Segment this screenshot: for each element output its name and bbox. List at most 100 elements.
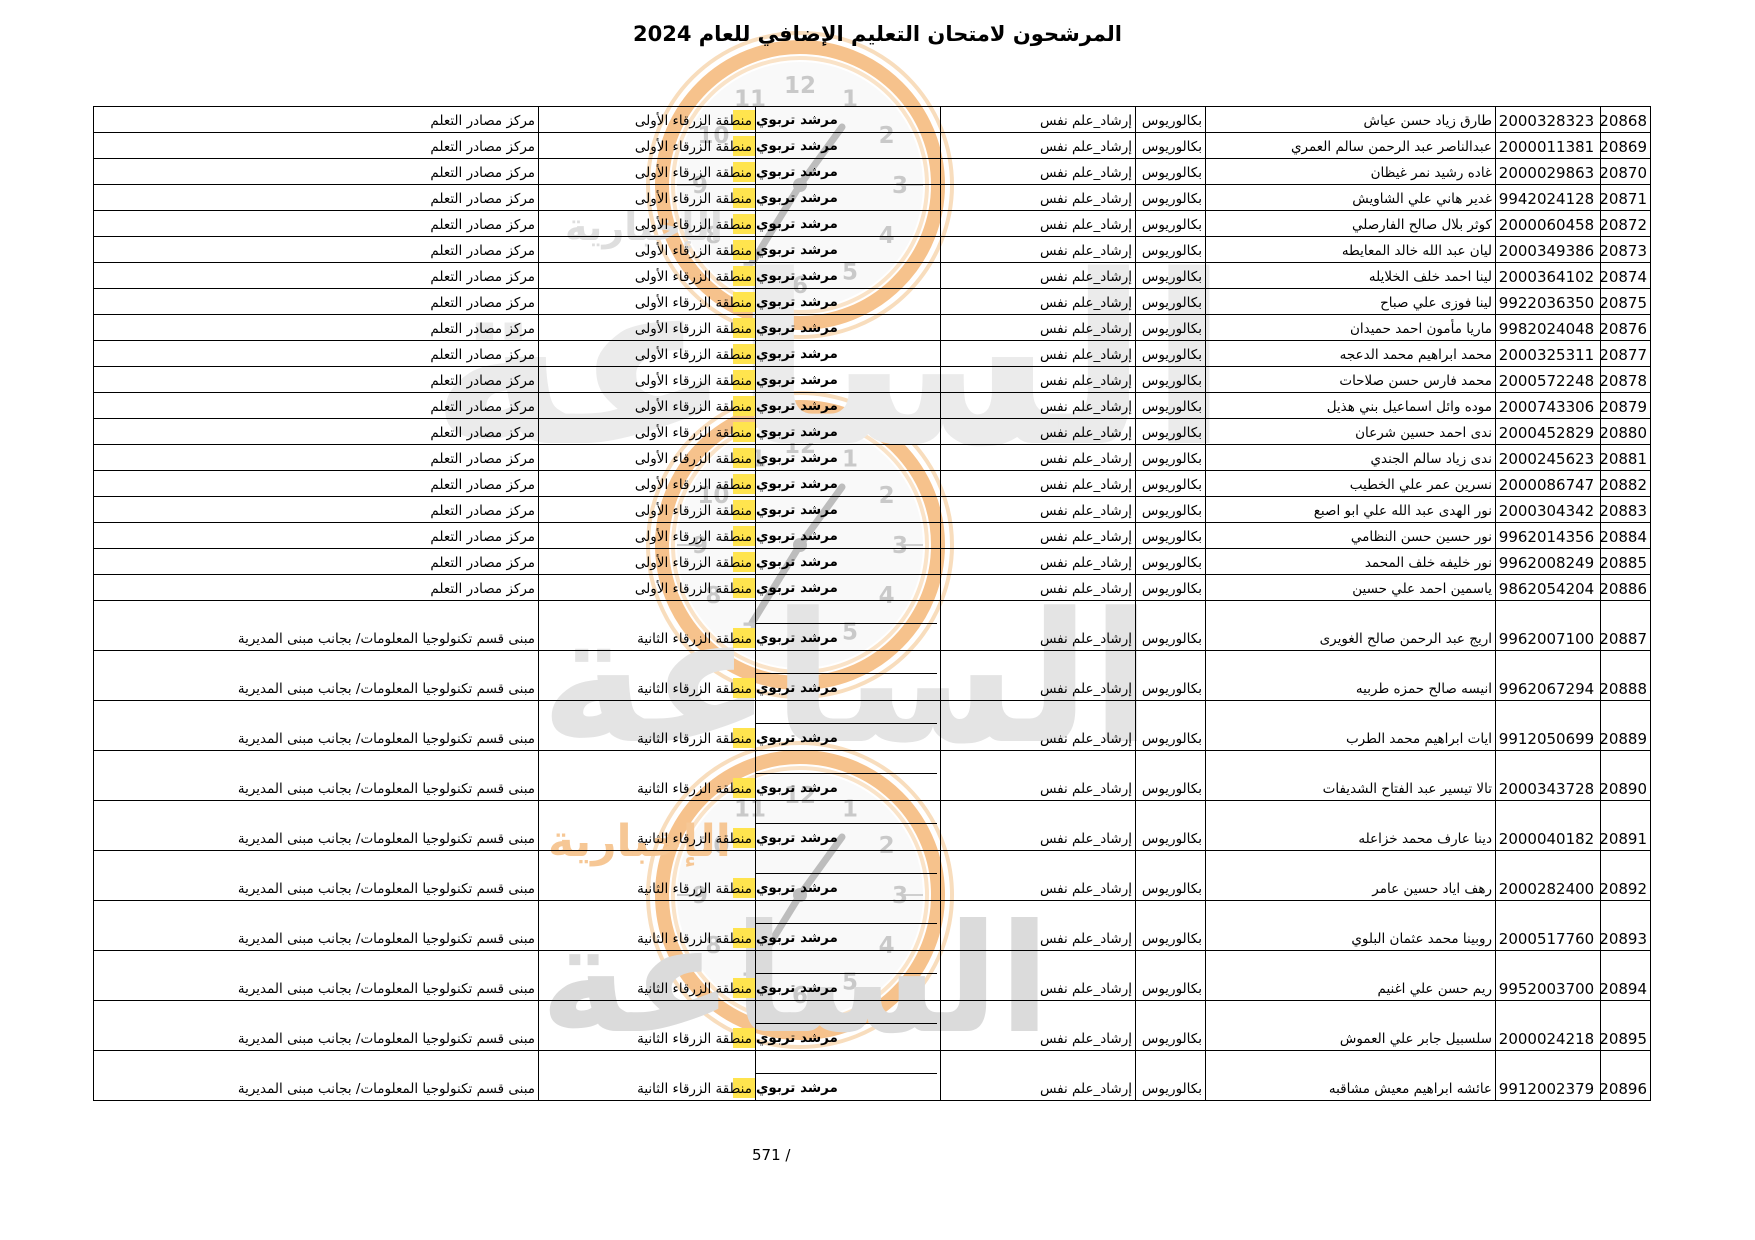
cell-specialization: إرشاد_علم نفس — [940, 106, 1136, 133]
position-label: مرشد تربوي — [756, 268, 838, 285]
position-label: مرشد تربوي — [756, 730, 838, 747]
page-title: المرشحون لامتحان التعليم الإضافي للعام 2… — [633, 22, 1122, 46]
region-label: منطقة الزرقاء الأولى — [634, 347, 752, 364]
table-row: 20883 2000304342 نور الهدى عبد الله علي اب… — [93, 496, 1651, 523]
table-row: 20886 9862054204 ياسمين احمد علي حسين بكالو… — [93, 574, 1651, 601]
yellow-highlight-mark — [733, 828, 755, 848]
cell-region: منطقة الزرقاء الأولى — [538, 210, 756, 237]
yellow-highlight-mark — [733, 728, 755, 748]
yellow-highlight-mark — [733, 448, 755, 468]
cell-specialization: إرشاد_علم نفس — [940, 650, 1136, 701]
cell-serial: 20874 — [1600, 262, 1651, 289]
table-row: 20879 2000743306 موده وائل اسماعيل بني هذي… — [93, 392, 1651, 419]
cell-candidate-name: ياسمين احمد علي حسين — [1205, 574, 1496, 601]
cell-candidate-name: غاده رشيد نمر غيظان — [1205, 158, 1496, 185]
yellow-highlight-mark — [733, 266, 755, 286]
position-label: مرشد تربوي — [756, 680, 838, 697]
cell-serial: 20894 — [1600, 950, 1651, 1001]
cell-candidate-name: نور حسين حسن النظامي — [1205, 522, 1496, 549]
region-label: منطقة الزرقاء الأولى — [634, 477, 752, 494]
region-label: منطقة الزرقاء الثانية — [637, 931, 752, 948]
cell-exam-location: مبنى قسم تكنولوجيا المعلومات/ بجانب مبنى… — [93, 1050, 539, 1101]
cell-position: مرشد تربوي — [755, 1000, 941, 1051]
cell-region: منطقة الزرقاء الأولى — [538, 496, 756, 523]
position-label: مرشد تربوي — [756, 554, 838, 571]
cell-region: منطقة الزرقاء الأولى — [538, 158, 756, 185]
cell-region: منطقة الزرقاء الثانية — [538, 950, 756, 1001]
cell-region: منطقة الزرقاء الأولى — [538, 314, 756, 341]
table-row: 20874 2000364102 لينا احمد خلف الخلايله بكا… — [93, 262, 1651, 289]
cell-position: مرشد تربوي — [755, 184, 941, 211]
cell-candidate-name: محمد فارس حسن صلاحات — [1205, 366, 1496, 393]
cell-national-id: 9912002379 — [1495, 1050, 1601, 1101]
cell-degree: بكالوريوس — [1135, 600, 1206, 651]
cell-serial: 20880 — [1600, 418, 1651, 445]
cell-region: منطقة الزرقاء الأولى — [538, 262, 756, 289]
cell-specialization: إرشاد_علم نفس — [940, 574, 1136, 601]
cell-serial: 20885 — [1600, 548, 1651, 575]
position-label: مرشد تربوي — [756, 830, 838, 847]
cell-serial: 20888 — [1600, 650, 1651, 701]
cell-candidate-name: موده وائل اسماعيل بني هذيل — [1205, 392, 1496, 419]
cell-region: منطقة الزرقاء الأولى — [538, 522, 756, 549]
cell-candidate-name: طارق زياد حسن عياش — [1205, 106, 1496, 133]
yellow-highlight-mark — [733, 628, 755, 648]
cell-degree: بكالوريوس — [1135, 418, 1206, 445]
cell-region: منطقة الزرقاء الثانية — [538, 650, 756, 701]
table-row: 20878 2000572248 محمد فارس حسن صلاحات بكالو… — [93, 366, 1651, 393]
cell-national-id: 9862054204 — [1495, 574, 1601, 601]
position-label: مرشد تربوي — [756, 190, 838, 207]
cell-degree: بكالوريوس — [1135, 750, 1206, 801]
cell-serial: 20892 — [1600, 850, 1651, 901]
cell-region: منطقة الزرقاء الأولى — [538, 574, 756, 601]
cell-specialization: إرشاد_علم نفس — [940, 496, 1136, 523]
region-label: منطقة الزرقاء الأولى — [634, 113, 752, 130]
cell-serial: 20883 — [1600, 496, 1651, 523]
cell-specialization: إرشاد_علم نفس — [940, 392, 1136, 419]
table-row: 20896 9912002379 عائشه ابراهيم معيش مشاقبه… — [93, 1050, 1651, 1101]
cell-exam-location: مبنى قسم تكنولوجيا المعلومات/ بجانب مبنى… — [93, 800, 539, 851]
cell-degree: بكالوريوس — [1135, 288, 1206, 315]
cell-exam-location: مركز مصادر التعلم — [93, 496, 539, 523]
cell-candidate-name: روبينا محمد عثمان البلوي — [1205, 900, 1496, 951]
cell-candidate-name: لينا احمد خلف الخلايله — [1205, 262, 1496, 289]
cell-serial: 20893 — [1600, 900, 1651, 951]
cell-position: مرشد تربوي — [755, 700, 941, 751]
cell-degree: بكالوريوس — [1135, 158, 1206, 185]
cell-region: منطقة الزرقاء الأولى — [538, 366, 756, 393]
cell-serial: 20876 — [1600, 314, 1651, 341]
cell-position: مرشد تربوي — [755, 262, 941, 289]
cell-national-id: 2000325311 — [1495, 340, 1601, 367]
cell-degree: بكالوريوس — [1135, 800, 1206, 851]
cell-national-id: 2000024218 — [1495, 1000, 1601, 1051]
cell-position: مرشد تربوي — [755, 750, 941, 801]
cell-serial: 20879 — [1600, 392, 1651, 419]
cell-serial: 20884 — [1600, 522, 1651, 549]
cell-region: منطقة الزرقاء الأولى — [538, 288, 756, 315]
cell-degree: بكالوريوس — [1135, 106, 1206, 133]
cell-region: منطقة الزرقاء الأولى — [538, 184, 756, 211]
page-number: 571 / — [752, 1146, 791, 1164]
cell-national-id: 9962067294 — [1495, 650, 1601, 701]
cell-national-id: 2000328323 — [1495, 106, 1601, 133]
cell-serial: 20869 — [1600, 132, 1651, 159]
cell-position: مرشد تربوي — [755, 496, 941, 523]
position-label: مرشد تربوي — [756, 346, 838, 363]
cell-degree: بكالوريوس — [1135, 950, 1206, 1001]
cell-candidate-name: رهف اياد حسين عامر — [1205, 850, 1496, 901]
cell-exam-location: مبنى قسم تكنولوجيا المعلومات/ بجانب مبنى… — [93, 650, 539, 701]
cell-national-id: 2000040182 — [1495, 800, 1601, 851]
position-label: مرشد تربوي — [756, 242, 838, 259]
cell-national-id: 2000086747 — [1495, 470, 1601, 497]
yellow-highlight-mark — [733, 370, 755, 390]
cell-exam-location: مركز مصادر التعلم — [93, 210, 539, 237]
cell-position: مرشد تربوي — [755, 522, 941, 549]
position-label: مرشد تربوي — [756, 1030, 838, 1047]
yellow-highlight-mark — [733, 928, 755, 948]
cell-specialization: إرشاد_علم نفس — [940, 132, 1136, 159]
region-label: منطقة الزرقاء الأولى — [634, 399, 752, 416]
position-label: مرشد تربوي — [756, 980, 838, 997]
cell-position: مرشد تربوي — [755, 366, 941, 393]
cell-position: مرشد تربوي — [755, 574, 941, 601]
